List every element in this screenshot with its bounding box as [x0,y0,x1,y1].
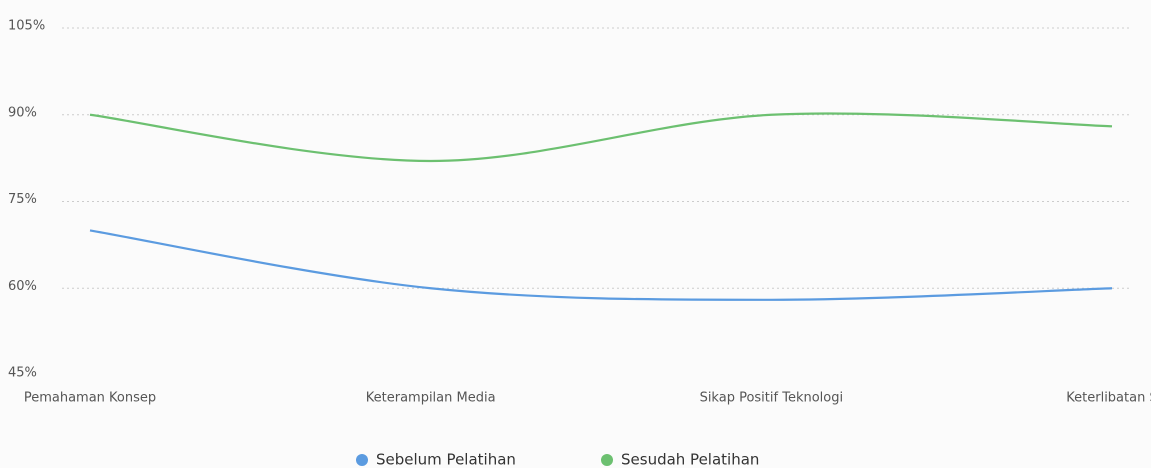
legend-marker [356,454,368,466]
legend-marker [601,454,613,466]
legend: Sebelum Pelatihan Sesudah Pelatihan [356,451,759,468]
legend-label: Sesudah Pelatihan [621,451,759,468]
x-tick-label: Keterlibatan S [1066,391,1151,406]
y-tick-label: 45% [8,366,37,381]
series-line [89,112,1113,163]
series-line [89,229,1113,301]
y-tick-label: 90% [8,105,37,120]
y-tick-label: 60% [8,279,37,294]
y-tick-label: 105% [8,19,45,34]
x-tick-label: Pemahaman Konsep [24,391,156,406]
y-tick-label: 75% [8,192,37,207]
legend-label: Sebelum Pelatihan [376,451,516,468]
x-tick-label: Sikap Positif Teknologi [700,391,844,406]
x-tick-label: Keterampilan Media [366,391,496,406]
